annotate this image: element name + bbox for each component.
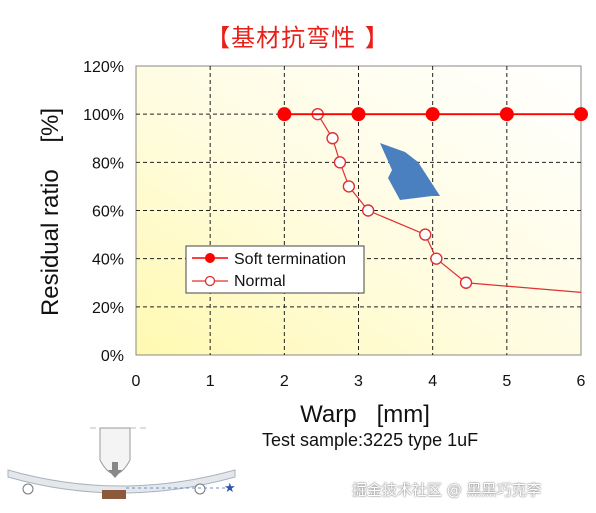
bend-test-illustration: ★ [7,427,236,499]
x-tick-labels: 0 1 2 3 4 5 6 [132,373,586,390]
bent-board [7,469,236,494]
legend-label-normal: Normal [234,273,286,290]
x-tick-label: 5 [502,373,511,390]
x-axis-label: Warp [mm] [300,401,430,428]
data-point-normal [430,252,443,265]
series-normal [311,107,582,293]
y-tick-label: 120% [83,59,124,76]
data-point-normal [361,204,375,217]
y-tick-label: 40% [92,252,124,269]
watermark: 掘金技术社区 @ 黑黑巧克李 [352,481,542,499]
legend-marker-normal [204,275,216,287]
chart-title: 【基材抗弯性 】 [206,24,390,52]
y-tick-label: 0% [101,348,124,365]
y-tick-labels: 0% 20% 40% 60% 80% 100% 120% [83,59,124,365]
x-tick-label: 6 [577,373,586,390]
down-arrow-icon [108,462,122,478]
y-tick-label: 100% [83,107,124,124]
left-support-icon [22,483,34,495]
chart-subtitle: Test sample:3225 type 1uF [262,430,479,450]
data-point-normal [459,276,473,289]
data-point-normal [333,156,347,169]
legend-label-soft: Soft termination [234,251,346,268]
legend: Soft termination Normal [185,245,365,294]
x-tick-label: 2 [280,373,289,390]
data-point-soft [277,107,292,122]
series-soft-termination [277,107,588,122]
data-point-normal [419,228,432,241]
x-tick-label: 1 [206,373,215,390]
y-tick-label: 80% [92,155,124,172]
star-icon: ★ [224,480,236,495]
grid-lines [136,66,581,355]
right-support-icon [194,483,206,495]
data-point-normal [342,180,356,193]
x-tick-label: 3 [354,373,363,390]
y-axis-label: Residual ratio [%] [37,108,64,316]
data-point-soft [351,107,366,122]
x-tick-label: 0 [132,373,141,390]
data-point-soft [499,107,514,122]
y-tick-label: 60% [92,204,124,221]
arrow-shape [380,143,440,200]
y-tick-label: 20% [92,300,124,317]
data-point-normal [326,132,339,145]
chip-component [102,490,126,499]
data-point-soft [425,107,440,122]
x-tick-label: 4 [428,373,437,390]
data-point-soft [574,107,588,122]
legend-marker-soft [205,253,215,263]
